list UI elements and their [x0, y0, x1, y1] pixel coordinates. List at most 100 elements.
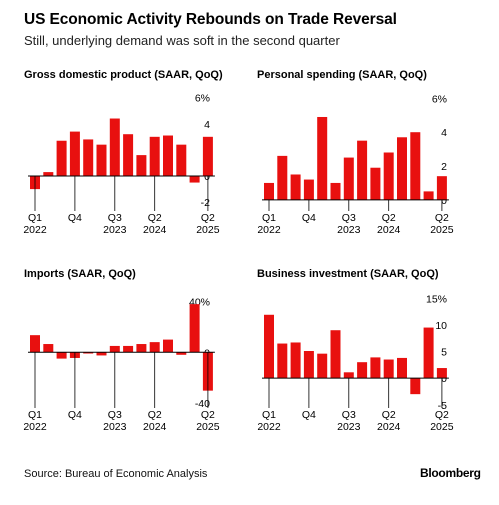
bar [370, 167, 381, 200]
x-tick-label: Q2 [382, 409, 396, 421]
bar [136, 344, 147, 353]
bar [277, 155, 288, 200]
brand-logo: Bloomberg [420, 466, 481, 480]
bar [109, 345, 120, 353]
bar [163, 339, 173, 353]
y-tick-label: -2 [201, 197, 210, 209]
x-tick-label: Q1 [28, 212, 42, 224]
bar [43, 172, 54, 177]
x-tick-year: 2023 [103, 224, 127, 236]
x-tick-label: Q3 [342, 409, 356, 421]
chart-title: Gross domestic product (SAAR, QoQ) [24, 69, 223, 81]
y-tick-label: 2 [441, 161, 447, 173]
bar [436, 176, 447, 200]
y-tick-label: 0 [441, 373, 447, 385]
chart-title: Business investment (SAAR, QoQ) [257, 268, 439, 280]
y-tick-label: 10 [435, 320, 447, 332]
x-tick-year: 2024 [143, 224, 167, 236]
bar [43, 344, 54, 353]
bar [176, 144, 187, 177]
y-tick-label: 0 [204, 171, 210, 183]
y-tick-label: -40 [195, 398, 210, 410]
y-tick-label: 4 [441, 127, 447, 139]
bar [189, 304, 200, 353]
x-tick-year: 2023 [103, 421, 127, 433]
bar [123, 345, 134, 353]
bar [149, 136, 160, 177]
bar [83, 352, 94, 354]
x-tick-year: 2023 [337, 421, 361, 433]
x-tick-year: 2022 [23, 421, 47, 433]
y-tick-label: 6% [195, 93, 210, 105]
chart-title: Personal spending (SAAR, QoQ) [257, 69, 427, 81]
bar [30, 335, 40, 353]
x-tick-year: 2024 [377, 224, 401, 236]
x-tick-year: 2025 [196, 224, 220, 236]
bar [397, 357, 407, 379]
x-tick-label: Q2 [435, 212, 449, 224]
y-tick-label: -5 [438, 400, 447, 412]
x-tick-label: Q2 [201, 409, 215, 421]
x-tick-year: 2025 [430, 224, 454, 236]
bar [96, 144, 107, 177]
bar [397, 137, 407, 200]
x-tick-year: 2022 [257, 224, 281, 236]
x-tick-year: 2025 [430, 421, 454, 433]
bar [202, 136, 213, 177]
bar [290, 174, 301, 200]
bar [423, 191, 434, 200]
bar [436, 368, 447, 379]
bar [303, 351, 314, 379]
x-tick-label: Q1 [262, 409, 276, 421]
bar [423, 327, 434, 379]
bar [343, 157, 354, 200]
x-tick-year: 2024 [143, 421, 167, 433]
bar [357, 140, 368, 200]
x-tick-label: Q4 [68, 409, 82, 421]
x-tick-label: Q2 [435, 409, 449, 421]
x-tick-label: Q2 [148, 409, 162, 421]
bar [69, 131, 80, 177]
bar [136, 155, 147, 177]
bar [264, 182, 274, 200]
x-tick-year: 2025 [196, 421, 220, 433]
x-tick-label: Q2 [148, 212, 162, 224]
x-tick-label: Q2 [201, 212, 215, 224]
x-tick-label: Q3 [342, 212, 356, 224]
bar [383, 359, 394, 379]
y-tick-label: 15% [426, 293, 447, 305]
bar [330, 330, 341, 379]
chart-title: Imports (SAAR, QoQ) [24, 268, 136, 280]
bar [357, 362, 368, 379]
x-tick-year: 2022 [257, 421, 281, 433]
bar [303, 179, 314, 200]
source-note: Source: Bureau of Economic Analysis [24, 468, 208, 480]
bar [410, 378, 421, 395]
bar [189, 176, 200, 183]
bar [330, 182, 341, 200]
page-subtitle: Still, underlying demand was soft in the… [24, 33, 340, 48]
x-tick-label: Q4 [302, 409, 316, 421]
y-tick-label: 6% [432, 93, 447, 105]
bar [317, 353, 328, 379]
x-tick-label: Q4 [302, 212, 316, 224]
page-title: US Economic Activity Rebounds on Trade R… [24, 11, 397, 28]
bar [383, 152, 394, 200]
bar [264, 314, 274, 379]
bar [176, 352, 187, 355]
bar [317, 116, 328, 200]
x-tick-label: Q1 [28, 409, 42, 421]
x-tick-year: 2022 [23, 224, 47, 236]
y-tick-label: 5 [441, 347, 447, 359]
bar [290, 342, 301, 379]
x-tick-label: Q1 [262, 212, 276, 224]
bar [163, 135, 173, 177]
bar [149, 342, 160, 353]
bar [56, 140, 67, 177]
x-tick-year: 2024 [377, 421, 401, 433]
bar [370, 357, 381, 379]
x-tick-label: Q4 [68, 212, 82, 224]
x-tick-label: Q3 [108, 409, 122, 421]
bar [109, 118, 120, 177]
